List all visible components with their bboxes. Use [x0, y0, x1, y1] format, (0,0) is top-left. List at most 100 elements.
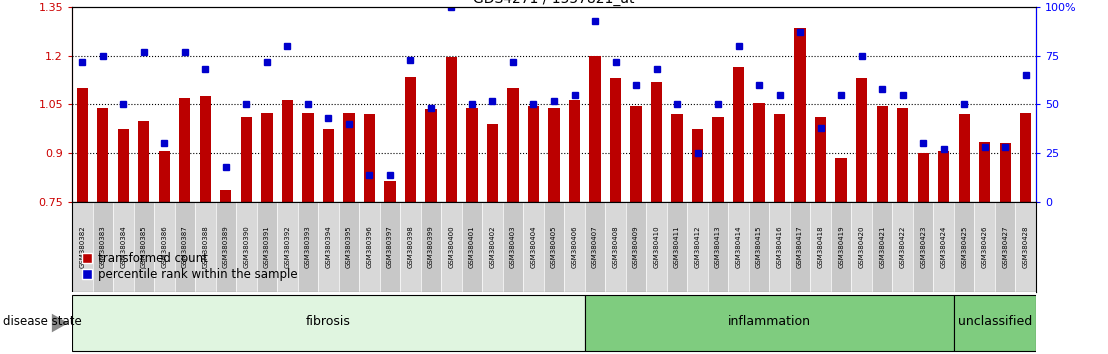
Bar: [995, 202, 1015, 292]
Bar: [527, 106, 540, 202]
Bar: [1015, 202, 1036, 292]
Text: GSM380393: GSM380393: [305, 225, 311, 268]
Bar: [974, 202, 995, 292]
Text: GSM380391: GSM380391: [264, 225, 270, 268]
Text: GSM380397: GSM380397: [387, 225, 393, 268]
Text: GSM380428: GSM380428: [1023, 225, 1028, 268]
Bar: [564, 202, 585, 292]
Text: inflammation: inflammation: [728, 315, 811, 328]
Text: GSM380425: GSM380425: [962, 226, 967, 268]
Text: GSM380419: GSM380419: [838, 225, 844, 268]
Bar: [503, 202, 523, 292]
Text: GSM380398: GSM380398: [408, 225, 413, 268]
Bar: [650, 82, 663, 202]
Bar: [359, 202, 380, 292]
Bar: [154, 202, 175, 292]
Bar: [933, 202, 954, 292]
Bar: [134, 202, 154, 292]
Bar: [585, 202, 605, 292]
Bar: [298, 202, 318, 292]
Text: GSM380409: GSM380409: [633, 225, 639, 268]
Bar: [605, 202, 626, 292]
Bar: [892, 202, 913, 292]
Bar: [98, 108, 109, 202]
Bar: [548, 108, 560, 202]
Text: GSM380387: GSM380387: [182, 225, 188, 268]
Bar: [281, 99, 293, 202]
Bar: [384, 181, 396, 202]
Text: GSM380403: GSM380403: [510, 225, 516, 268]
Bar: [979, 142, 991, 202]
Bar: [728, 202, 749, 292]
Bar: [626, 202, 646, 292]
Text: GSM380399: GSM380399: [428, 225, 434, 268]
Bar: [831, 202, 851, 292]
Text: GSM380410: GSM380410: [654, 225, 659, 268]
Bar: [322, 129, 334, 202]
Text: GSM380388: GSM380388: [203, 225, 208, 268]
Legend: transformed count, percentile rank within the sample: transformed count, percentile rank withi…: [78, 247, 302, 286]
Bar: [708, 202, 728, 292]
Text: GSM380385: GSM380385: [141, 225, 146, 268]
Bar: [240, 118, 252, 202]
Text: GSM380416: GSM380416: [777, 225, 782, 268]
Text: GSM380418: GSM380418: [818, 225, 823, 268]
Bar: [790, 202, 810, 292]
Bar: [257, 202, 277, 292]
Bar: [236, 202, 257, 292]
Bar: [179, 98, 191, 202]
Text: GSM380400: GSM380400: [449, 225, 454, 268]
Bar: [261, 113, 273, 202]
Bar: [425, 109, 437, 202]
Bar: [687, 202, 708, 292]
Bar: [523, 202, 544, 292]
Text: GSM380411: GSM380411: [674, 225, 680, 268]
Bar: [93, 202, 113, 292]
Bar: [999, 143, 1010, 202]
Bar: [851, 202, 872, 292]
Text: GSM380394: GSM380394: [326, 225, 331, 268]
Bar: [441, 202, 462, 292]
Text: GSM380386: GSM380386: [162, 225, 167, 268]
Bar: [794, 28, 806, 202]
Bar: [810, 202, 831, 292]
FancyBboxPatch shape: [72, 295, 585, 351]
Text: GSM380383: GSM380383: [100, 225, 105, 268]
Text: GSM380408: GSM380408: [613, 225, 618, 268]
Bar: [380, 202, 400, 292]
Bar: [733, 67, 745, 202]
Text: GSM380423: GSM380423: [920, 225, 926, 268]
Title: GDS4271 / 1557821_at: GDS4271 / 1557821_at: [473, 0, 635, 6]
Polygon shape: [52, 314, 69, 332]
Bar: [667, 202, 687, 292]
Bar: [815, 118, 827, 202]
Bar: [712, 118, 724, 202]
Bar: [876, 106, 888, 202]
Text: GSM380389: GSM380389: [223, 225, 229, 268]
Bar: [630, 106, 642, 202]
Text: GSM380405: GSM380405: [551, 225, 557, 268]
Text: GSM380382: GSM380382: [80, 225, 85, 268]
Text: GSM380412: GSM380412: [695, 225, 700, 268]
Text: GSM380396: GSM380396: [367, 225, 372, 268]
Bar: [220, 190, 232, 202]
Text: GSM380417: GSM380417: [797, 225, 803, 268]
Bar: [482, 202, 503, 292]
Bar: [1020, 113, 1032, 202]
Bar: [749, 202, 769, 292]
Text: GSM380421: GSM380421: [879, 225, 885, 268]
Text: GSM380424: GSM380424: [941, 226, 946, 268]
Bar: [544, 202, 564, 292]
Bar: [343, 113, 355, 202]
Bar: [199, 96, 211, 202]
Bar: [339, 202, 359, 292]
Bar: [76, 88, 88, 202]
Text: unclassified: unclassified: [957, 315, 1032, 328]
Bar: [507, 88, 519, 202]
Bar: [363, 114, 375, 202]
Text: GSM380390: GSM380390: [244, 225, 249, 268]
Text: GSM380407: GSM380407: [592, 225, 598, 268]
Bar: [589, 56, 601, 202]
Bar: [302, 113, 314, 202]
Bar: [72, 202, 93, 292]
